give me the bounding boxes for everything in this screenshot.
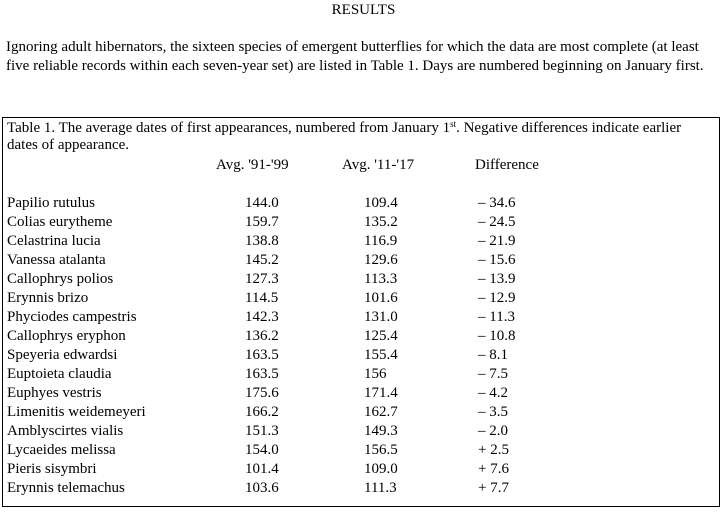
table-caption: Table 1. The average dates of first appe… [7, 120, 707, 154]
difference-cell: + 7.6 [478, 461, 509, 477]
difference-cell: – 21.9 [478, 233, 516, 249]
table-row: Pieris sisymbri 101.4 109.0 + 7.6 [3, 460, 719, 479]
avg-91-99-cell: 175.6 [245, 385, 279, 401]
difference-cell: – 15.6 [478, 252, 516, 268]
species-cell: Erynnis telemachus [7, 480, 125, 496]
species-cell: Amblyscirtes vialis [7, 423, 124, 439]
species-cell: Euphyes vestris [7, 385, 102, 401]
column-header-avg-91-99: Avg. '91-'99 [216, 157, 289, 173]
species-cell: Phyciodes campestris [7, 309, 137, 325]
species-cell: Callophrys polios [7, 271, 114, 287]
avg-91-99-cell: 166.2 [245, 404, 279, 420]
species-cell: Pieris sisymbri [7, 461, 97, 477]
avg-11-17-cell: 109.0 [364, 461, 398, 477]
table-row: Vanessa atalanta 145.2 129.6 – 15.6 [3, 251, 719, 270]
table-row: Euphyes vestris 175.6 171.4 – 4.2 [3, 384, 719, 403]
avg-91-99-cell: 154.0 [245, 442, 279, 458]
table-row: Papilio rutulus 144.0 109.4 – 34.6 [3, 194, 719, 213]
table-row: Celastrina lucia 138.8 116.9 – 21.9 [3, 232, 719, 251]
difference-cell: – 34.6 [478, 195, 516, 211]
avg-11-17-cell: 111.3 [364, 480, 397, 496]
avg-11-17-cell: 113.3 [364, 271, 398, 287]
column-header-difference: Difference [475, 157, 539, 173]
table-row: Speyeria edwardsi 163.5 155.4 – 8.1 [3, 346, 719, 365]
difference-cell: – 8.1 [478, 347, 508, 363]
table-row: Erynnis telemachus 103.6 111.3 + 7.7 [3, 479, 719, 498]
difference-cell: – 13.9 [478, 271, 516, 287]
avg-11-17-cell: 131.0 [364, 309, 398, 325]
avg-91-99-cell: 103.6 [245, 480, 279, 496]
avg-91-99-cell: 144.0 [245, 195, 279, 211]
avg-91-99-cell: 101.4 [245, 461, 279, 477]
species-cell: Colias eurytheme [7, 214, 113, 230]
difference-cell: – 4.2 [478, 385, 508, 401]
avg-91-99-cell: 127.3 [245, 271, 279, 287]
avg-11-17-cell: 156.5 [364, 442, 398, 458]
difference-cell: – 11.3 [478, 309, 515, 325]
avg-11-17-cell: 162.7 [364, 404, 398, 420]
table-caption-text: Table 1. The average dates of first appe… [7, 120, 451, 136]
species-cell: Erynnis brizo [7, 290, 89, 306]
difference-cell: – 24.5 [478, 214, 516, 230]
species-cell: Vanessa atalanta [7, 252, 106, 268]
avg-11-17-cell: 109.4 [364, 195, 398, 211]
table-row: Callophrys eryphon 136.2 125.4 – 10.8 [3, 327, 719, 346]
species-cell: Limenitis weidemeyeri [7, 404, 146, 420]
avg-11-17-cell: 129.6 [364, 252, 398, 268]
difference-cell: + 2.5 [478, 442, 509, 458]
avg-91-99-cell: 138.8 [245, 233, 279, 249]
avg-91-99-cell: 145.2 [245, 252, 279, 268]
species-cell: Celastrina lucia [7, 233, 101, 249]
avg-91-99-cell: 159.7 [245, 214, 279, 230]
avg-91-99-cell: 163.5 [245, 347, 279, 363]
species-cell: Lycaeides melissa [7, 442, 116, 458]
difference-cell: – 7.5 [478, 366, 508, 382]
avg-91-99-cell: 163.5 [245, 366, 279, 382]
species-cell: Papilio rutulus [7, 195, 95, 211]
avg-91-99-cell: 114.5 [245, 290, 279, 306]
difference-cell: + 7.7 [478, 480, 509, 496]
table-row: Erynnis brizo 114.5 101.6 – 12.9 [3, 289, 719, 308]
table-row: Phyciodes campestris 142.3 131.0 – 11.3 [3, 308, 719, 327]
difference-cell: – 2.0 [478, 423, 508, 439]
column-header-avg-11-17: Avg. '11-'17 [342, 157, 415, 173]
table-row: Colias eurytheme 159.7 135.2 – 24.5 [3, 213, 719, 232]
table-row: Limenitis weidemeyeri 166.2 162.7 – 3.5 [3, 403, 719, 422]
difference-cell: – 10.8 [478, 328, 516, 344]
table-caption-text-end: . Negative differences indicate earlier … [7, 120, 682, 153]
difference-cell: – 3.5 [478, 404, 508, 420]
table-row: Callophrys polios 127.3 113.3 – 13.9 [3, 270, 719, 289]
avg-91-99-cell: 136.2 [245, 328, 279, 344]
avg-11-17-cell: 156 [364, 366, 387, 382]
table-row: Euptoieta claudia 163.5 156 – 7.5 [3, 365, 719, 384]
intro-paragraph: Ignoring adult hibernators, the sixteen … [6, 39, 704, 74]
avg-11-17-cell: 116.9 [364, 233, 398, 249]
avg-11-17-cell: 135.2 [364, 214, 398, 230]
table-body: Papilio rutulus 144.0 109.4 – 34.6 Colias eu… [3, 194, 719, 498]
avg-11-17-cell: 101.6 [364, 290, 398, 306]
species-cell: Speyeria edwardsi [7, 347, 118, 363]
table-caption-superscript: st [450, 119, 457, 129]
avg-11-17-cell: 125.4 [364, 328, 398, 344]
avg-11-17-cell: 171.4 [364, 385, 398, 401]
species-cell: Callophrys eryphon [7, 328, 126, 344]
results-table: Table 1. The average dates of first appe… [2, 117, 720, 507]
avg-91-99-cell: 142.3 [245, 309, 279, 325]
avg-11-17-cell: 155.4 [364, 347, 398, 363]
table-row: Amblyscirtes vialis 151.3 149.3 – 2.0 [3, 422, 719, 441]
avg-91-99-cell: 151.3 [245, 423, 279, 439]
difference-cell: – 12.9 [478, 290, 516, 306]
avg-11-17-cell: 149.3 [364, 423, 398, 439]
species-cell: Euptoieta claudia [7, 366, 112, 382]
section-heading: RESULTS [331, 2, 396, 18]
table-row: Lycaeides melissa 154.0 156.5 + 2.5 [3, 441, 719, 460]
